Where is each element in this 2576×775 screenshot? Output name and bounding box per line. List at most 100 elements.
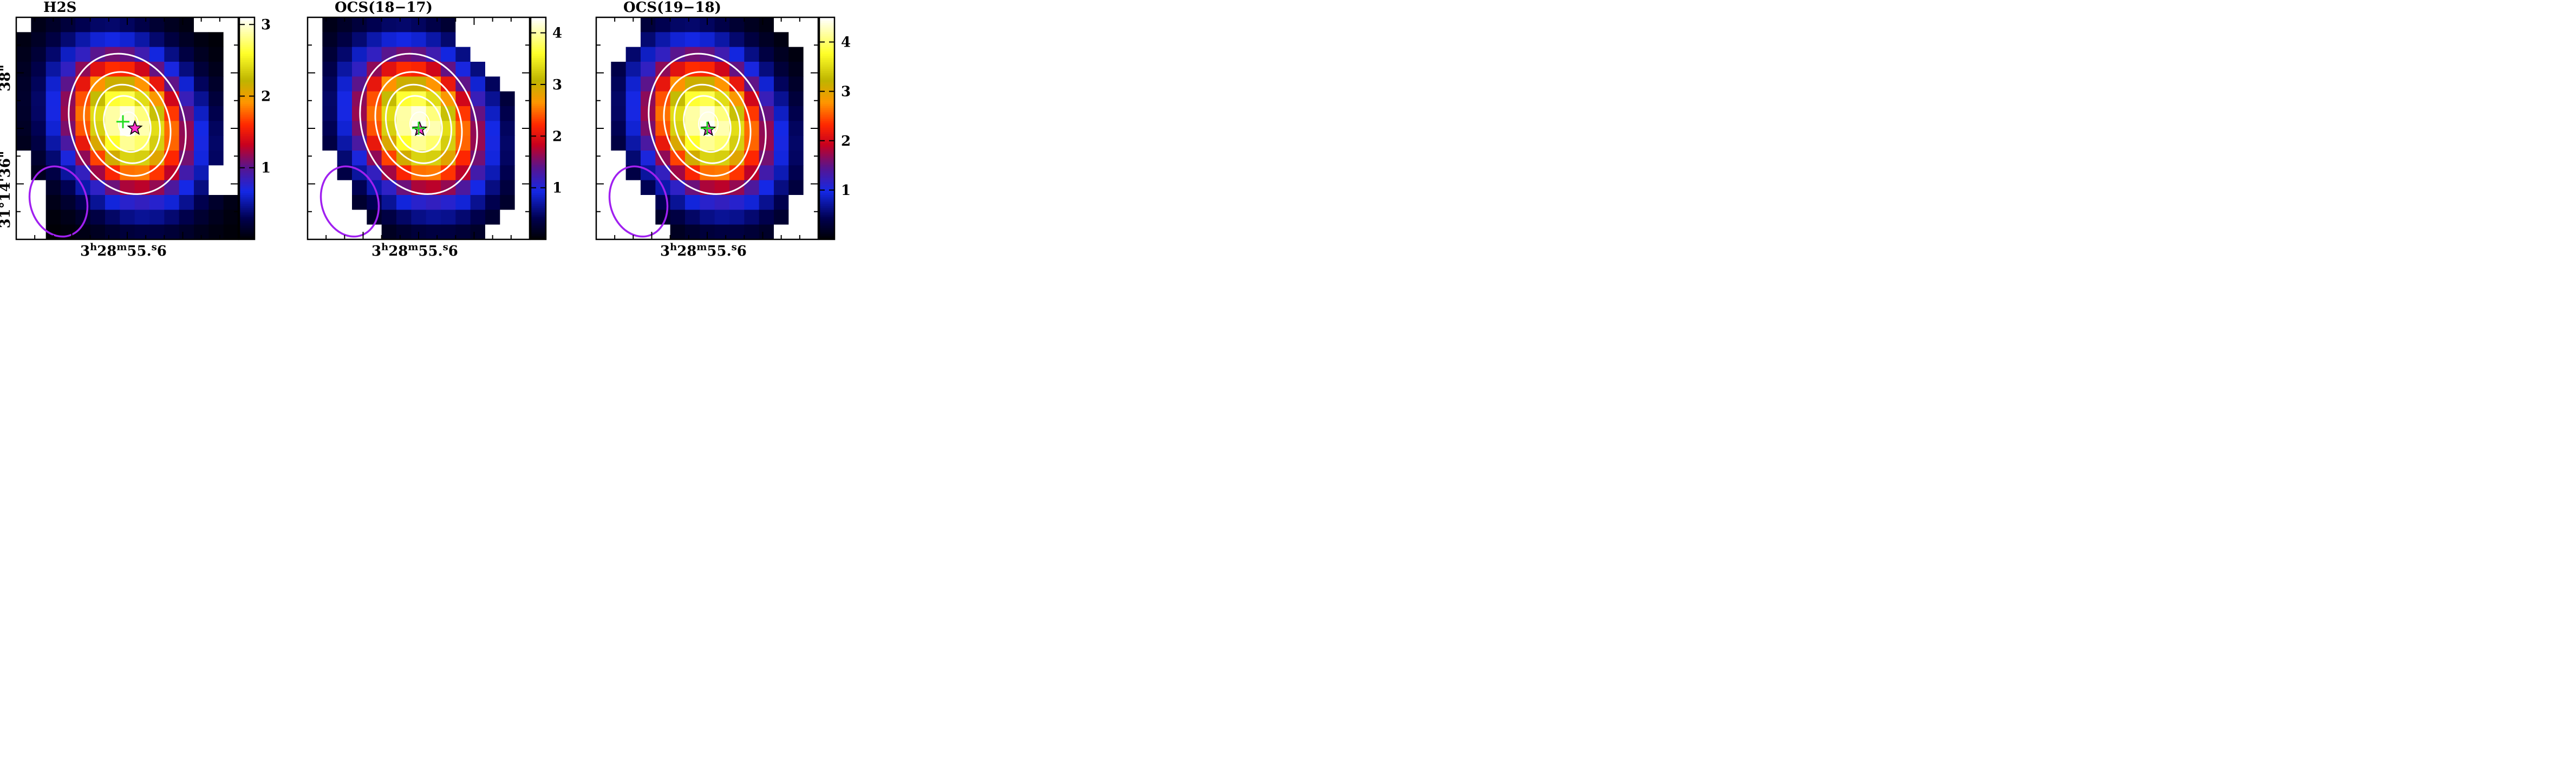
colorbar-segment <box>819 100 834 103</box>
heatmap-pixel <box>194 32 209 48</box>
contour-level <box>103 95 152 153</box>
heatmap-pixel <box>16 224 31 240</box>
heatmap-pixel <box>31 32 47 48</box>
heatmap-pixel <box>611 17 627 32</box>
colorbar-tick-label: 3 <box>261 17 271 33</box>
colorbar-segment <box>531 67 546 70</box>
heatmap-pixel <box>514 151 530 166</box>
heatmap-pixel <box>134 210 150 225</box>
beam-ellipse <box>319 165 380 238</box>
heatmap-pixel <box>367 17 382 32</box>
colorbar-segment <box>531 52 546 55</box>
colorbar-segment <box>239 43 255 45</box>
heatmap-pixel <box>514 165 530 181</box>
heatmap-pixel <box>514 76 530 92</box>
contour-level <box>118 111 139 136</box>
heatmap-pixel <box>714 62 730 77</box>
heatmap-pixel <box>75 121 91 136</box>
colorbar-segment <box>819 135 834 138</box>
colorbar-segment <box>239 54 255 57</box>
heatmap-pixel <box>759 32 774 48</box>
heatmap-pixel <box>685 17 700 32</box>
colorbar-segment <box>531 91 546 94</box>
heatmap-pixel <box>700 210 715 225</box>
heatmap-pixel <box>45 151 61 166</box>
heatmap-pixel <box>788 17 804 32</box>
colorbar-segment <box>531 69 546 71</box>
heatmap-pixel <box>774 180 789 196</box>
colorbar-segment <box>531 187 546 190</box>
heatmap-pixel <box>45 121 61 136</box>
colorbar-segment <box>531 141 546 144</box>
colorbar-segment <box>819 99 834 101</box>
colorbar: 1 2 3 <box>238 16 271 240</box>
colorbar-segment <box>819 220 834 223</box>
heatmap-pixel <box>352 91 367 107</box>
heatmap-pixel <box>596 151 611 166</box>
colorbar-segment <box>531 191 546 194</box>
contour-level <box>83 71 172 177</box>
colorbar-segment <box>531 65 546 68</box>
colorbar-segment <box>819 41 834 44</box>
heatmap-pixel <box>322 91 338 107</box>
heatmap-pixel <box>164 62 180 77</box>
colorbar-segment <box>531 104 546 107</box>
heatmap-pixel <box>75 224 91 240</box>
heatmap-pixel <box>90 76 106 92</box>
heatmap-pixel <box>179 224 194 240</box>
colorbar-segment <box>531 204 546 207</box>
colorbar-segment <box>531 169 546 172</box>
heatmap-pixel <box>411 210 427 225</box>
heatmap-pixel <box>625 62 641 77</box>
heatmap-pixel <box>322 76 338 92</box>
colorbar-segment <box>239 228 255 231</box>
colorbar-segment <box>531 145 546 147</box>
heatmap-pixel <box>381 47 397 62</box>
colorbar-segment <box>239 193 255 196</box>
heatmap-pixel <box>194 135 209 151</box>
heatmap-pixel <box>149 76 165 92</box>
colorbar-segment <box>531 112 546 114</box>
source-star-marker <box>127 120 143 135</box>
colorbar-tick-label: 4 <box>552 25 562 42</box>
heatmap-pixel <box>759 135 774 151</box>
heatmap-pixel <box>714 91 730 107</box>
colorbar-segment <box>239 217 255 220</box>
colorbar-segment <box>819 115 834 118</box>
heatmap-pixel <box>714 195 730 210</box>
colorbar-segment <box>819 213 834 216</box>
heatmap-pixel <box>611 195 627 210</box>
colorbar-segment <box>239 34 255 36</box>
colorbar-segment <box>239 154 255 157</box>
heatmap-pixel <box>470 91 486 107</box>
colorbar-segment <box>239 165 255 168</box>
colorbar-segment <box>531 109 546 112</box>
heatmap-pixel <box>149 17 165 32</box>
colorbar-segment <box>531 86 546 88</box>
heatmap-pixel <box>774 91 789 107</box>
colorbar-segment <box>239 86 255 88</box>
heatmap-pixel <box>16 165 31 181</box>
heatmap-pixel <box>441 165 456 181</box>
contour-level <box>93 83 161 164</box>
heatmap-pixel <box>611 76 627 92</box>
heatmap-pixel <box>729 17 745 32</box>
colorbar-segment <box>239 178 255 181</box>
heatmap-pixel <box>149 165 165 181</box>
heatmap-pixel <box>75 76 91 92</box>
colorbar-segment <box>531 54 546 57</box>
heatmap-pixel <box>803 210 819 225</box>
heatmap-pixel <box>714 17 730 32</box>
colorbar-segment <box>239 30 255 33</box>
heatmap-pixel <box>426 224 441 240</box>
colorbar-segment <box>819 161 834 164</box>
heatmap-pixel <box>625 151 641 166</box>
heatmap-pixel <box>774 151 789 166</box>
heatmap-pixel <box>700 106 715 121</box>
heatmap-pixel <box>45 32 61 48</box>
heatmap-pixel <box>164 47 180 62</box>
heatmap-pixel <box>759 165 774 181</box>
heatmap-pixel <box>16 76 31 92</box>
contour-level <box>374 71 463 177</box>
